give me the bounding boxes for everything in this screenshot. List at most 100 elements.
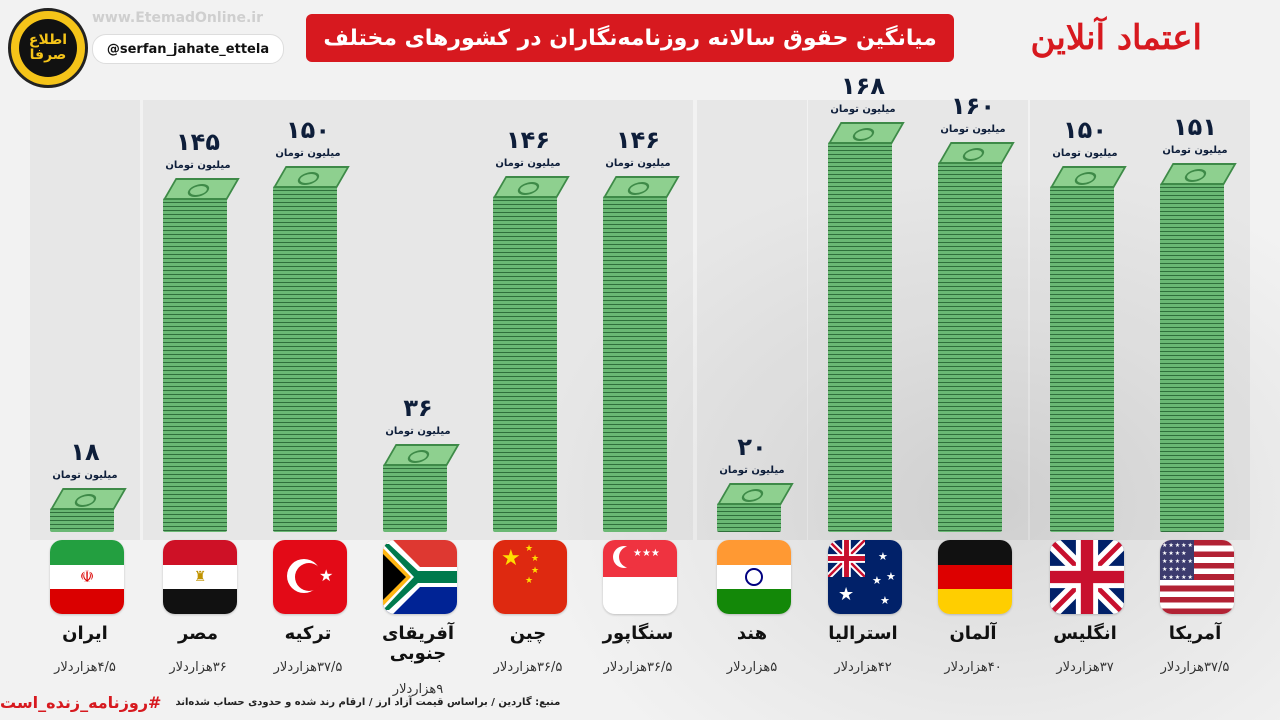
usd-label: ۴/۵هزاردلار xyxy=(54,660,116,675)
data-label: ۱۶۰ xyxy=(951,92,995,120)
banknote-icon xyxy=(1160,163,1237,185)
bar-column: میلیون تومان ۱۴۵ ♜ مصر ۳۶هزاردلار xyxy=(143,0,253,720)
australia-flag-icon: ★ ★ ★ ★ ★ xyxy=(828,540,902,614)
egypt-flag-icon: ♜ xyxy=(163,540,237,614)
watermark-url: www.EtemadOnline.ir xyxy=(92,10,263,26)
bar-money-stack xyxy=(938,162,1002,532)
data-label: ۱۵۱ xyxy=(1173,113,1217,141)
unit-label: میلیون تومان xyxy=(495,158,561,169)
bar-column: میلیون تومان ۱۵۱ ★★★★★ ★★★★ ★★★★★ ★★★★ ★★★… xyxy=(1140,0,1250,720)
unit-label: میلیون تومان xyxy=(275,148,341,159)
data-label: ۳۶ xyxy=(403,394,433,422)
banknote-icon xyxy=(1050,166,1127,188)
data-label: ۱۵۰ xyxy=(286,116,330,144)
data-label: ۱۸ xyxy=(70,438,100,466)
bar-money-stack xyxy=(828,142,892,532)
unit-label: میلیون تومان xyxy=(940,124,1006,135)
category-label: آفریقای جنوبی xyxy=(381,623,455,664)
hashtag: #روزنامه_زنده_است xyxy=(0,692,162,712)
bar-money-stack xyxy=(717,503,781,532)
banknote-icon xyxy=(603,176,680,198)
usd-label: ۳۶هزاردلار xyxy=(169,660,227,675)
turkey-flag-icon: ★ xyxy=(273,540,347,614)
source-note: منبع: گاردین / براساس قیمت آزاد ارز / ار… xyxy=(175,696,561,708)
usd-label: ۴۲هزاردلار xyxy=(834,660,892,675)
bar-column: میلیون تومان ۱۵۰ انگلیس ۳۷هزاردلار xyxy=(1030,0,1140,720)
unit-label: میلیون تومان xyxy=(1162,145,1228,156)
unit-label: میلیون تومان xyxy=(830,104,896,115)
usd-label: ۹هزاردلار xyxy=(392,682,444,697)
banknote-icon xyxy=(828,122,905,144)
usd-label: ۳۷/۵هزاردلار xyxy=(273,660,343,675)
data-label: ۱۶۸ xyxy=(841,72,885,100)
banknote-icon xyxy=(717,483,794,505)
unit-label: میلیون تومان xyxy=(1052,148,1118,159)
unit-label: میلیون تومان xyxy=(385,426,451,437)
bar-column: میلیون تومان ۱۶۰ آلمان ۴۰هزاردلار xyxy=(918,0,1028,720)
footer: منبع: گاردین / براساس قیمت آزاد ارز / ار… xyxy=(0,688,1264,716)
singapore-flag-icon: ★★★ xyxy=(603,540,677,614)
data-label: ۱۵۰ xyxy=(1063,116,1107,144)
india-flag-icon xyxy=(717,540,791,614)
data-label: ۱۴۶ xyxy=(616,126,660,154)
usd-label: ۳۷هزاردلار xyxy=(1056,660,1114,675)
banknote-icon xyxy=(163,178,240,200)
data-label: ۱۴۶ xyxy=(506,126,550,154)
category-label: ترکیه xyxy=(284,623,332,644)
social-handle: @serfan_jahate_ettela xyxy=(92,34,284,64)
germany-flag-icon xyxy=(938,540,1012,614)
china-flag-icon: ★ ★ ★ ★ ★ xyxy=(493,540,567,614)
bar-column: میلیون تومان ۱۵۰ ★ ترکیه ۳۷/۵هزاردلار xyxy=(253,0,363,720)
category-label: آلمان xyxy=(949,623,997,644)
unit-label: میلیون تومان xyxy=(719,465,785,476)
iran-flag-icon: ☫ xyxy=(50,540,124,614)
usd-label: ۳۷/۵هزاردلار xyxy=(1160,660,1230,675)
unit-label: میلیون تومان xyxy=(605,158,671,169)
bar-money-stack xyxy=(603,196,667,532)
bar-money-stack xyxy=(1050,186,1114,532)
uk-flag-icon xyxy=(1050,540,1124,614)
usd-label: ۴۰هزاردلار xyxy=(944,660,1002,675)
banknote-icon xyxy=(938,142,1015,164)
category-label: چین xyxy=(509,623,547,644)
category-label: هند xyxy=(736,623,768,644)
bar-column: میلیون تومان ۳۶ آفریقای جنوبی ۹هزاردلار xyxy=(363,0,473,720)
category-label: آمریکا xyxy=(1168,623,1222,644)
unit-label: میلیون تومان xyxy=(52,470,118,481)
bar-column: میلیون تومان ۱۶۸ ★ ★ ★ ★ ★ استرالیا ۴۲هزاردلار xyxy=(808,0,918,720)
etemad-online-logo: اعتماد آنلاین xyxy=(1030,18,1203,58)
category-label: ایران xyxy=(62,623,108,644)
bar-column: میلیون تومان ۲۰ هند ۵هزاردلار xyxy=(697,0,807,720)
unit-label: میلیون تومان xyxy=(165,160,231,171)
data-label: ۲۰ xyxy=(737,433,767,461)
usa-flag-icon: ★★★★★ ★★★★ ★★★★★ ★★★★ ★★★★★ xyxy=(1160,540,1234,614)
usd-label: ۵هزاردلار xyxy=(726,660,778,675)
column-shade xyxy=(30,100,140,540)
bar-money-stack xyxy=(50,508,114,532)
data-label: ۱۴۵ xyxy=(176,128,220,156)
bar-money-stack xyxy=(273,186,337,532)
category-label: انگلیس xyxy=(1053,623,1117,644)
bar-column: میلیون تومان ۱۸ ☫ ایران ۴/۵هزاردلار xyxy=(30,0,140,720)
banknote-icon xyxy=(383,444,460,466)
bar-money-stack xyxy=(383,464,447,532)
banknote-icon xyxy=(493,176,570,198)
south-africa-flag-icon xyxy=(383,540,457,614)
column-shade xyxy=(697,100,807,540)
usd-label: ۳۶/۵هزاردلار xyxy=(493,660,563,675)
bar-money-stack xyxy=(163,198,227,532)
banknote-icon xyxy=(273,166,350,188)
category-label: سنگاپور xyxy=(602,623,674,644)
bar-money-stack xyxy=(493,196,557,532)
category-label: استرالیا xyxy=(828,623,898,644)
category-label: مصر xyxy=(177,623,219,644)
usd-label: ۳۶/۵هزاردلار xyxy=(603,660,673,675)
bar-column: میلیون تومان ۱۴۶ ★ ★ ★ ★ ★ چین ۳۶/۵هزاردلار xyxy=(473,0,583,720)
serfan-logo-text: اطلاع صرفا xyxy=(19,19,77,77)
page-title: میانگین حقوق سالانه روزنامه‌نگاران در کش… xyxy=(306,14,954,62)
serfan-logo: اطلاع صرفا xyxy=(8,8,88,88)
bar-column: میلیون تومان ۱۴۶ ★★★ سنگاپور ۳۶/۵هزاردلار xyxy=(583,0,693,720)
bar-money-stack xyxy=(1160,183,1224,532)
banknote-icon xyxy=(50,488,127,510)
